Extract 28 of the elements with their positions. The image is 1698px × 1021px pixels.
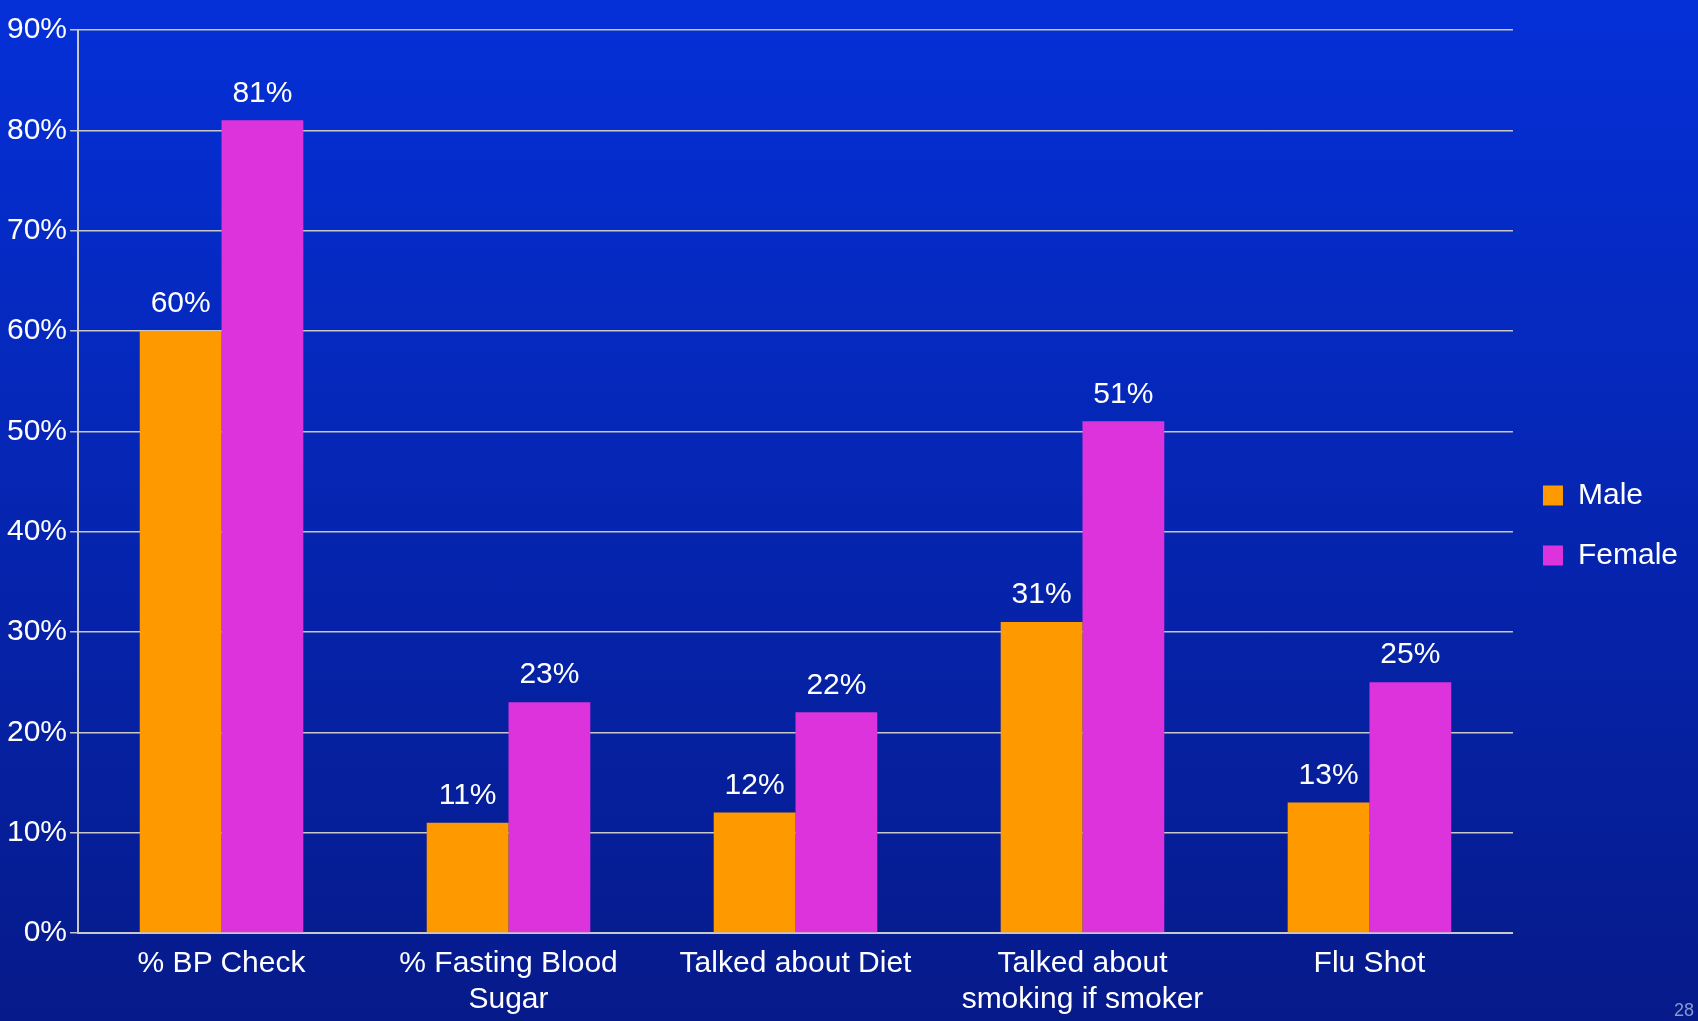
x-tick-label: % Fasting Blood Sugar: [399, 945, 618, 1015]
y-tick-label: 40%: [7, 512, 68, 546]
x-tick-label: Talked about Diet: [679, 945, 913, 979]
data-label: 11%: [438, 776, 497, 810]
data-label: 51%: [1093, 375, 1154, 409]
legend-label: Male: [1577, 476, 1643, 510]
y-tick-label: 90%: [7, 11, 68, 45]
y-tick-label: 20%: [7, 713, 68, 747]
y-tick-label: 30%: [7, 613, 68, 647]
x-tick-label: % BP Check: [137, 945, 307, 979]
data-label: 60%: [150, 285, 211, 319]
legend-label: Female: [1577, 536, 1679, 570]
data-label: 23%: [519, 656, 580, 690]
data-label: 12%: [724, 766, 785, 800]
text: 28: [1673, 1000, 1694, 1021]
y-tick-label: 50%: [7, 412, 68, 446]
data-label: 31%: [1011, 576, 1072, 610]
y-tick-label: 0%: [23, 914, 68, 948]
x-tick-label: Flu Shot: [1313, 945, 1426, 979]
y-tick-label: 70%: [7, 211, 68, 245]
y-tick-label: 80%: [7, 111, 68, 145]
y-tick-label: 10%: [7, 813, 68, 847]
data-label: 81%: [232, 74, 293, 108]
data-label: 13%: [1298, 756, 1359, 790]
x-tick-label: Talked about smoking if smoker: [961, 945, 1204, 1015]
data-label: 25%: [1380, 636, 1441, 670]
data-label: 22%: [806, 666, 867, 700]
y-tick-label: 60%: [7, 312, 68, 346]
